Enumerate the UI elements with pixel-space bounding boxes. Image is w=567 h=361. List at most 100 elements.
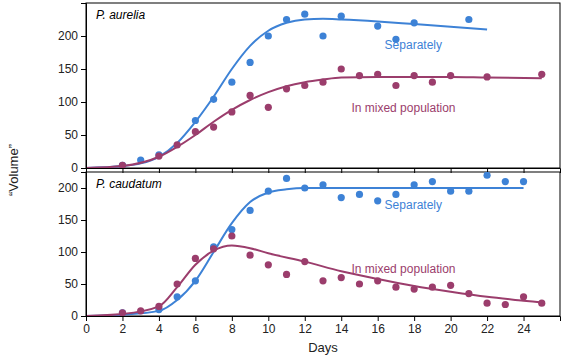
tick: 100 bbox=[58, 95, 86, 109]
data-point bbox=[374, 23, 381, 30]
tick-mark bbox=[81, 220, 86, 221]
data-point bbox=[319, 32, 326, 39]
data-point bbox=[465, 188, 472, 195]
tick-mark bbox=[268, 316, 269, 321]
tick-label: 100 bbox=[58, 245, 78, 259]
tick: 200 bbox=[58, 29, 86, 43]
figure: 050100150200P. aureliaSeparatelyIn mixed… bbox=[0, 0, 567, 361]
tick-label: 22 bbox=[481, 322, 495, 336]
tick-label: 4 bbox=[156, 322, 163, 336]
data-point bbox=[246, 207, 253, 214]
tick-label: 0 bbox=[71, 161, 78, 175]
tick: 0 bbox=[71, 161, 86, 175]
data-point bbox=[411, 181, 418, 188]
data-point bbox=[301, 184, 308, 191]
data-point bbox=[520, 178, 527, 185]
x-axis-title: Days bbox=[308, 340, 338, 355]
data-point bbox=[447, 282, 454, 289]
series-label: In mixed population bbox=[351, 101, 455, 115]
tick: 18 bbox=[408, 316, 422, 336]
data-point bbox=[465, 290, 472, 297]
data-point bbox=[429, 284, 436, 291]
tick-label: 10 bbox=[262, 322, 276, 336]
tick-mark bbox=[414, 316, 415, 321]
tick: 150 bbox=[58, 62, 86, 76]
data-point bbox=[210, 96, 217, 103]
tick-mark bbox=[81, 168, 86, 169]
data-point bbox=[538, 71, 545, 78]
tick-label: 14 bbox=[335, 322, 349, 336]
data-point bbox=[447, 72, 454, 79]
data-point bbox=[283, 271, 290, 278]
tick-mark bbox=[81, 69, 86, 70]
tick-mark bbox=[232, 316, 233, 321]
tick-label: 16 bbox=[372, 322, 386, 336]
tick-label: 2 bbox=[120, 322, 127, 336]
data-point bbox=[192, 277, 199, 284]
plot-frame bbox=[86, 3, 560, 168]
plot-area bbox=[86, 11, 545, 168]
plot-frame bbox=[86, 172, 560, 316]
data-point bbox=[447, 188, 454, 195]
series-label: In mixed population bbox=[351, 262, 455, 276]
tick-mark bbox=[378, 316, 379, 321]
tick-label: 8 bbox=[229, 322, 236, 336]
data-point bbox=[119, 162, 126, 168]
y-axis-title: “Volume” bbox=[6, 144, 21, 196]
tick-label: 200 bbox=[58, 29, 78, 43]
data-point bbox=[338, 194, 345, 201]
data-point bbox=[119, 309, 126, 316]
data-point bbox=[283, 175, 290, 182]
tick-label: 6 bbox=[193, 322, 200, 336]
tick-mark bbox=[81, 284, 86, 285]
y-axis: 050100150200 bbox=[58, 173, 87, 324]
tick-mark bbox=[159, 316, 160, 321]
data-point bbox=[338, 13, 345, 20]
data-point bbox=[174, 141, 181, 148]
tick-label: 18 bbox=[408, 322, 422, 336]
tick-mark bbox=[524, 316, 525, 321]
tick: 150 bbox=[58, 213, 86, 227]
data-point bbox=[411, 72, 418, 79]
panel-title: P. aurelia bbox=[96, 8, 145, 22]
tick: 50 bbox=[65, 128, 86, 142]
data-point bbox=[174, 280, 181, 287]
x-axis: 024681012141618202224 bbox=[83, 316, 560, 336]
tick: 4 bbox=[156, 316, 163, 336]
fit-curve bbox=[86, 19, 487, 168]
data-point bbox=[502, 178, 509, 185]
data-point bbox=[483, 73, 490, 80]
tick: 16 bbox=[372, 316, 386, 336]
data-point bbox=[174, 293, 181, 300]
tick: 14 bbox=[335, 316, 349, 336]
data-point bbox=[155, 153, 162, 160]
tick: 6 bbox=[193, 316, 200, 336]
data-point bbox=[338, 65, 345, 72]
tick-label: 0 bbox=[71, 309, 78, 323]
data-point bbox=[192, 117, 199, 124]
series-label: Separately bbox=[385, 38, 442, 52]
data-point bbox=[374, 197, 381, 204]
data-point bbox=[411, 286, 418, 293]
tick-mark bbox=[81, 316, 86, 317]
data-point bbox=[283, 16, 290, 23]
fit-curve bbox=[86, 188, 524, 316]
data-point bbox=[429, 79, 436, 86]
data-point bbox=[538, 300, 545, 307]
data-point bbox=[356, 280, 363, 287]
data-point bbox=[483, 300, 490, 307]
data-point bbox=[502, 301, 509, 308]
data-point bbox=[228, 108, 235, 115]
data-point bbox=[374, 71, 381, 78]
tick-label: 0 bbox=[83, 322, 90, 336]
tick: 2 bbox=[120, 316, 127, 336]
tick: 50 bbox=[65, 277, 86, 291]
data-point bbox=[210, 123, 217, 130]
tick-label: 150 bbox=[58, 62, 78, 76]
tick-mark bbox=[81, 102, 86, 103]
data-point bbox=[429, 178, 436, 185]
data-point bbox=[119, 309, 126, 316]
data-point bbox=[246, 59, 253, 66]
data-point bbox=[283, 85, 290, 92]
tick-label: 12 bbox=[299, 322, 313, 336]
